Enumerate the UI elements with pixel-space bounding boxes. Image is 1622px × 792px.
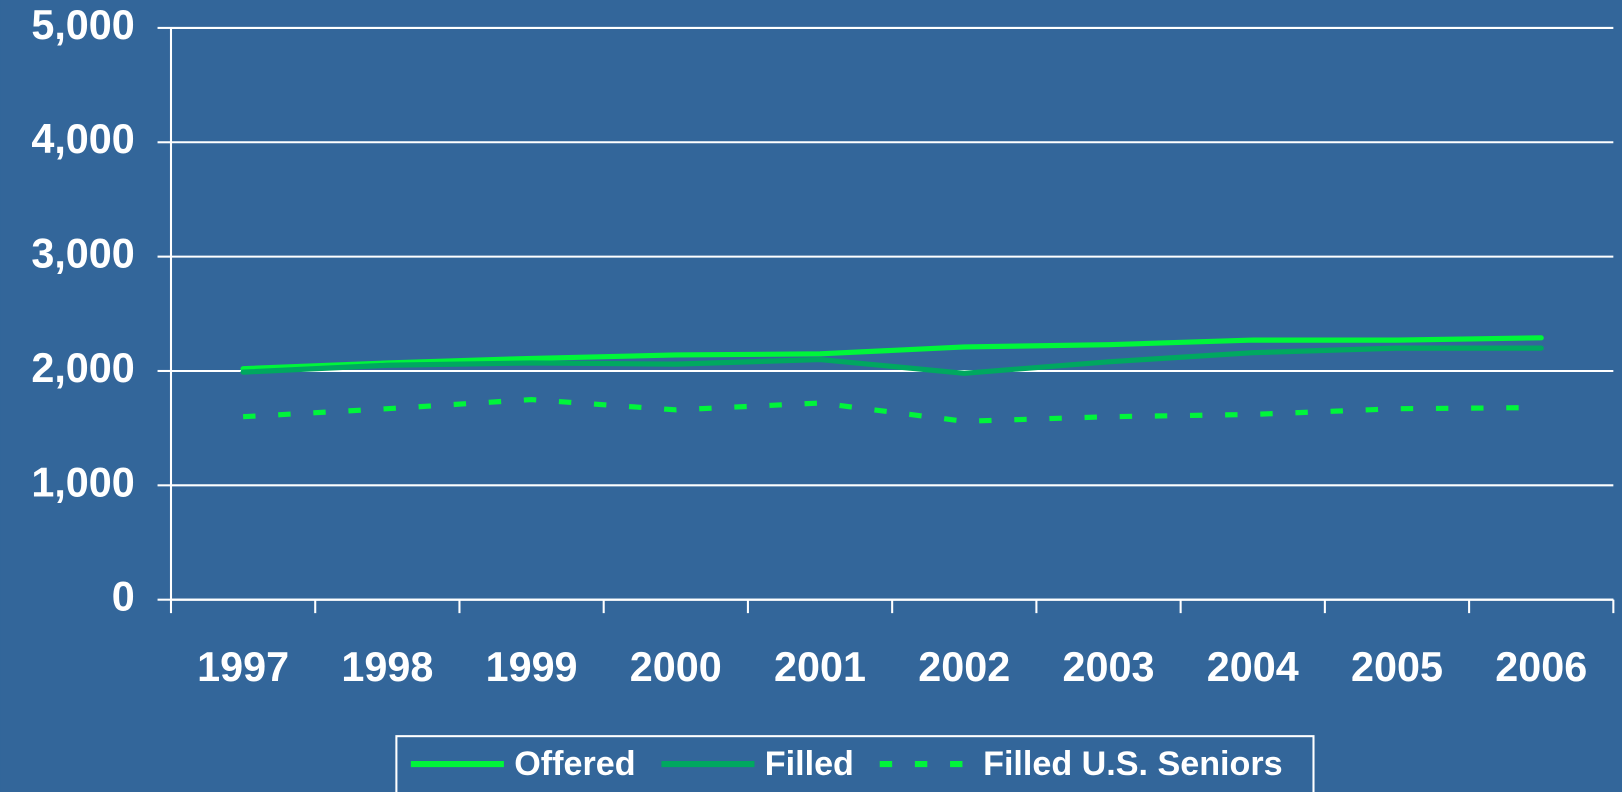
y-tick-label: 4,000 — [31, 116, 134, 162]
y-tick-label: 0 — [112, 574, 135, 620]
x-tick-label: 2004 — [1207, 644, 1299, 690]
y-tick-label: 3,000 — [31, 231, 134, 277]
y-tick-label: 2,000 — [31, 345, 134, 391]
series-line — [240, 345, 1544, 376]
legend-label: Offered — [514, 745, 635, 783]
x-tick-label: 2006 — [1495, 644, 1587, 690]
x-tick-label: 1999 — [486, 644, 578, 690]
y-tick-label: 1,000 — [31, 459, 134, 505]
x-tick-label: 2002 — [918, 644, 1010, 690]
y-tick-label: 5,000 — [31, 2, 134, 48]
series-line — [240, 335, 1544, 372]
legend-label: Filled U.S. Seniors — [983, 745, 1282, 783]
legend-label: Filled — [765, 745, 854, 783]
legend-box — [395, 735, 1315, 792]
x-tick-label: 1997 — [197, 644, 289, 690]
series-line — [242, 396, 1542, 424]
x-tick-label: 2003 — [1063, 644, 1155, 690]
x-tick-label: 2005 — [1351, 644, 1443, 690]
x-tick-label: 1998 — [341, 644, 433, 690]
x-tick-label: 2000 — [630, 644, 722, 690]
x-tick-label: 2001 — [774, 644, 866, 690]
